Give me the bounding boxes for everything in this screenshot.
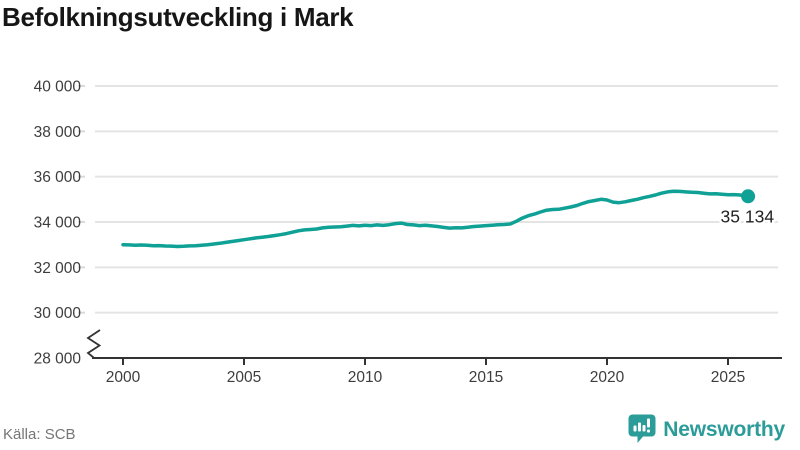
y-tick-label: 40 000 <box>34 79 82 96</box>
newsworthy-logo-icon <box>628 414 656 443</box>
y-tick-label: 28 000 <box>34 351 82 368</box>
y-tick-label: 38 000 <box>34 124 82 141</box>
x-tick-label: 2010 <box>348 369 383 386</box>
x-tick-label: 2005 <box>227 369 261 386</box>
y-tick-label: 36 000 <box>34 169 82 186</box>
newsworthy-logo-text: Newsworthy <box>663 417 785 441</box>
source-note: Källa: SCB <box>3 426 76 443</box>
x-tick-label: 2020 <box>590 369 625 386</box>
axis-break-icon <box>86 329 102 359</box>
x-tick-label: 2015 <box>469 369 503 386</box>
x-tick-label: 2000 <box>106 369 141 386</box>
chart-title: Befolkningsutveckling i Mark <box>2 2 354 32</box>
population-line <box>121 189 750 249</box>
y-tick-label: 32 000 <box>34 260 82 277</box>
x-tick-label: 2025 <box>711 369 745 386</box>
newsworthy-logo[interactable]: Newsworthy <box>628 414 785 445</box>
end-point-label: 35 134 <box>721 206 775 226</box>
end-point-marker <box>741 189 756 204</box>
y-tick-label: 30 000 <box>34 305 82 322</box>
y-tick-label: 34 000 <box>34 215 82 232</box>
